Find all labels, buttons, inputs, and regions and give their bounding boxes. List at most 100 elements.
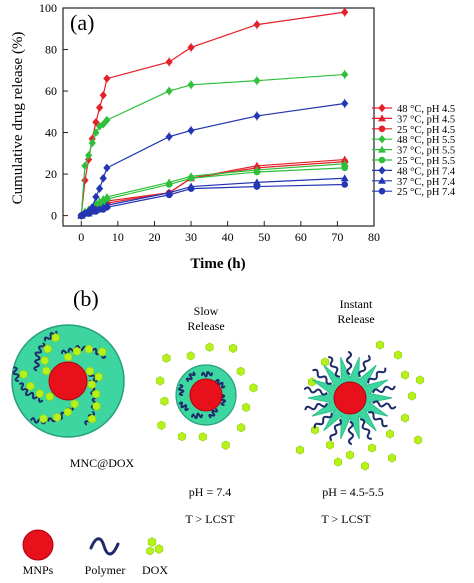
mnp-core <box>48 361 88 401</box>
polymer-chain <box>328 356 341 378</box>
dox-molecule <box>156 376 165 386</box>
legend-entry: 25 °C, pH 5.5 <box>397 156 455 167</box>
y-tick-label: 20 <box>45 167 57 181</box>
x-tick-label: 10 <box>112 230 124 244</box>
data-point <box>81 161 89 170</box>
legend-marker <box>378 103 386 113</box>
polymer-chain <box>29 391 44 403</box>
legend-marker <box>378 114 386 122</box>
instant-temp-label: T > LCST <box>321 512 371 526</box>
y-tick-label: 60 <box>45 84 57 98</box>
panel-a-label: (a) <box>70 10 94 35</box>
x-tick-label: 30 <box>185 230 197 244</box>
series-8 <box>77 181 349 219</box>
data-point <box>95 184 104 193</box>
dox-molecule <box>177 431 186 442</box>
data-point <box>103 195 111 203</box>
dox-molecule <box>320 357 330 367</box>
dox-molecule <box>147 537 157 547</box>
instant-release-title-1: Instant <box>340 297 373 311</box>
dox-molecule <box>72 346 81 356</box>
x-tick-label: 60 <box>295 230 307 244</box>
polymer-chain <box>177 384 185 396</box>
polymer-chain <box>201 370 213 378</box>
legend-entry: 25 °C, pH 7.4 <box>397 187 456 198</box>
dox-molecule <box>385 429 395 439</box>
legend-marker <box>378 125 386 133</box>
dox-molecule <box>51 333 60 343</box>
series-2 <box>77 158 349 219</box>
data-point <box>341 99 349 108</box>
series-1 <box>77 155 349 219</box>
legend-entry: 25 °C, pH 4.5 <box>397 125 455 136</box>
dox-molecule <box>221 440 230 450</box>
polymer-legend-label: Polymer <box>85 563 126 577</box>
data-point <box>253 183 261 190</box>
legend-entry: 48 °C, pH 4.5 <box>397 104 455 115</box>
mnp-core <box>189 378 223 412</box>
polymer-chain <box>185 371 196 382</box>
y-tick-label: 100 <box>39 1 57 15</box>
dox-molecule <box>26 381 35 391</box>
data-point <box>341 164 349 172</box>
dox-molecule <box>154 544 164 554</box>
instant-release-title-2: Release <box>337 312 374 326</box>
series-line <box>80 183 345 217</box>
instant-ph-label: pH = 4.5-5.5 <box>322 485 383 499</box>
y-tick-label: 40 <box>45 126 57 140</box>
data-point <box>165 57 173 67</box>
polymer-chain <box>191 412 203 420</box>
dox-molecule <box>92 389 101 399</box>
legend-entry: 37 °C, pH 4.5 <box>397 114 455 125</box>
polymer-chain <box>303 386 328 396</box>
dox-molecule <box>325 440 335 450</box>
legend-marker <box>378 145 386 153</box>
mnp-legend-icon <box>22 529 54 561</box>
slow-release-title-1: Slow <box>194 304 219 318</box>
dox-molecule <box>160 396 169 406</box>
dox-molecule <box>310 425 320 435</box>
x-tick-label: 40 <box>222 230 234 244</box>
dox-molecule <box>333 457 343 467</box>
polymer-chain <box>329 418 342 441</box>
data-point <box>99 174 107 183</box>
data-point <box>187 43 195 52</box>
data-point <box>95 103 104 112</box>
data-point <box>253 20 261 29</box>
data-point <box>103 204 111 211</box>
dox-molecule <box>63 407 72 417</box>
dox-molecule <box>236 366 245 377</box>
chart-legend: 48 °C, pH 4.537 °C, pH 4.525 °C, pH 4.54… <box>372 103 456 198</box>
x-tick-label: 0 <box>78 230 84 244</box>
dox-molecule <box>295 445 305 455</box>
slow-release-particle <box>156 342 258 450</box>
series-4 <box>77 159 349 219</box>
dox-molecule <box>43 344 52 354</box>
data-point <box>253 168 261 176</box>
data-point <box>103 115 111 125</box>
dox-legend-icon <box>146 537 164 556</box>
dox-molecule <box>242 402 251 413</box>
data-point <box>92 117 100 127</box>
dox-molecule <box>186 351 195 361</box>
polymer-chain <box>312 368 332 385</box>
dox-molecule <box>413 435 423 445</box>
legend-entry: 37 °C, pH 5.5 <box>397 146 455 157</box>
dox-molecule <box>360 461 370 471</box>
data-point <box>165 181 173 188</box>
polymer-chain <box>313 412 333 429</box>
data-point <box>165 191 173 199</box>
slow-release-title-2: Release <box>187 319 224 333</box>
dox-molecule <box>64 352 73 362</box>
release-chart: (a) 0 10 20 30 40 50 60 70 80 0 20 40 60 80 100 Time … <box>10 1 456 272</box>
series-3 <box>77 69 349 220</box>
dox-molecule <box>92 401 101 411</box>
dox-molecule <box>387 453 397 463</box>
plot-frame <box>62 7 375 227</box>
data-point <box>341 70 349 79</box>
legend-marker <box>378 135 386 144</box>
polymer-chain <box>358 355 371 378</box>
legend-marker <box>378 166 386 175</box>
slow-ph-label: pH = 7.4 <box>189 485 231 499</box>
dox-molecule <box>393 350 403 360</box>
